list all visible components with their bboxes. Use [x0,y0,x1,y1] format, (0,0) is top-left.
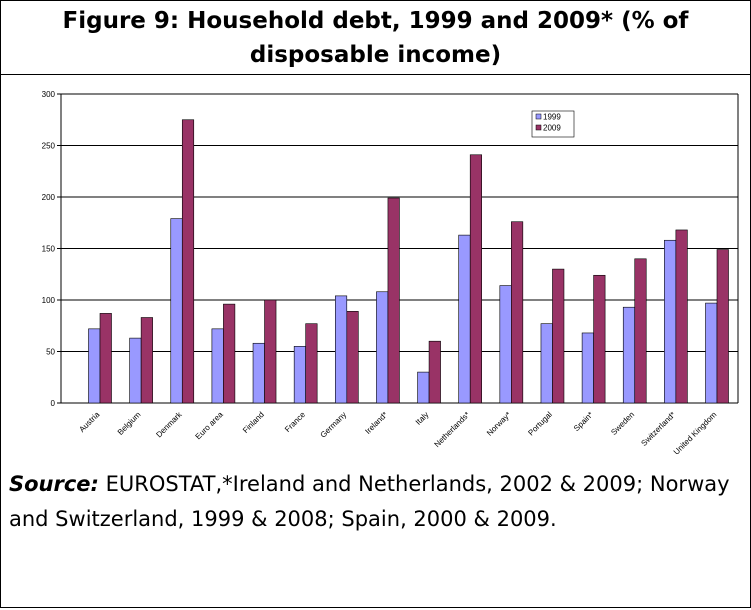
bar [305,323,318,404]
bar [664,239,677,404]
bar [458,234,471,404]
legend-swatch [535,124,542,131]
x-tick-label: Switzerland* [639,410,677,448]
bar [540,323,553,404]
source-text: EUROSTAT,*Ireland and Netherlands, 2002 … [9,472,730,531]
legend-swatch [535,113,542,120]
bar [428,340,441,404]
bar [499,285,512,404]
bar [622,306,636,404]
x-tick-label: Netherlands* [433,410,472,449]
bar [634,258,647,404]
bar [223,303,236,404]
x-tick-label: Austria [77,410,101,434]
y-tick-label: 250 [42,142,56,151]
bar [376,291,389,404]
bar [417,371,430,404]
x-tick-label: Spain* [572,410,595,433]
x-tick-label: Belgium [116,410,143,437]
x-tick-label: Italy [414,410,431,427]
y-tick-label: 150 [42,245,56,254]
x-tick-label: Norway* [485,410,513,438]
bar [264,299,277,404]
bar [293,346,306,404]
bar [334,295,348,404]
bar [346,311,359,404]
legend-label: 2009 [543,124,561,133]
x-tick-label: Germany [319,410,349,440]
figure-title: Figure 9: Household debt, 1999 and 2009*… [1,1,750,75]
bar [140,317,153,404]
source-label: Source: [9,472,99,496]
x-tick-label: Ireland* [363,410,389,436]
x-tick-label: Euro area [194,410,226,442]
x-tick-label: France [283,410,307,434]
bar [387,197,400,404]
bar [593,274,606,404]
source: Source: EUROSTAT,*Ireland and Netherland… [9,467,739,537]
x-tick-label: Sweden [609,410,636,437]
bar [705,302,718,404]
y-tick-label: 300 [42,90,56,99]
y-tick-label: 100 [42,296,56,305]
bar [170,218,183,404]
chart: 0 50 100 150 200 250 300 Austria Belgium Denmark E… [42,90,739,457]
x-tick-label: United Kingdom [672,410,719,457]
x-tick-label: Denmark [154,409,184,439]
bar [581,332,594,404]
legend-label: 1999 [543,113,561,122]
bar [469,154,483,404]
y-tick-label: 200 [42,193,56,202]
bar [129,337,142,404]
x-tick-label: Portugal [526,410,554,438]
bar [88,328,101,404]
y-tick-label: 0 [51,399,56,408]
bar [552,268,565,404]
y-tick-label: 50 [46,348,55,357]
bar [511,221,524,404]
bar [99,313,112,404]
bar [252,342,265,404]
bar [716,249,729,404]
bar [181,119,195,404]
x-tick-label: Finland [241,410,266,435]
bar [211,328,224,404]
bar [675,229,688,404]
